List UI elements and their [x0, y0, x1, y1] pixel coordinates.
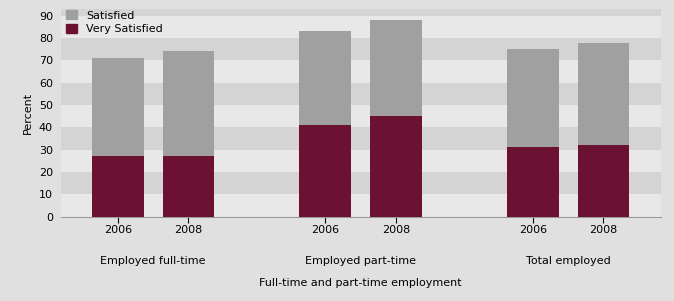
Bar — [61, 127, 661, 150]
Text: Employed full-time: Employed full-time — [100, 256, 206, 265]
Bar — [370, 20, 422, 116]
Bar — [92, 157, 144, 217]
Bar — [61, 194, 661, 217]
Y-axis label: Percent: Percent — [24, 92, 33, 134]
Bar — [507, 49, 559, 147]
Bar — [61, 83, 661, 105]
Bar — [61, 105, 661, 127]
Bar — [61, 61, 661, 83]
Bar — [162, 51, 214, 157]
Bar — [578, 42, 630, 145]
Bar — [92, 58, 144, 157]
Bar — [370, 116, 422, 217]
Bar — [299, 31, 351, 125]
Bar — [61, 150, 661, 172]
Text: Total employed: Total employed — [526, 256, 611, 265]
Bar — [578, 145, 630, 217]
Text: Full-time and part-time employment: Full-time and part-time employment — [259, 278, 462, 288]
Bar — [61, 9, 661, 16]
Legend: Satisfied, Very Satisfied: Satisfied, Very Satisfied — [66, 11, 163, 34]
Bar — [61, 38, 661, 61]
Bar — [61, 172, 661, 194]
Text: Employed part-time: Employed part-time — [305, 256, 416, 265]
Bar — [299, 125, 351, 217]
Bar — [61, 16, 661, 38]
Bar — [507, 147, 559, 217]
Bar — [162, 157, 214, 217]
